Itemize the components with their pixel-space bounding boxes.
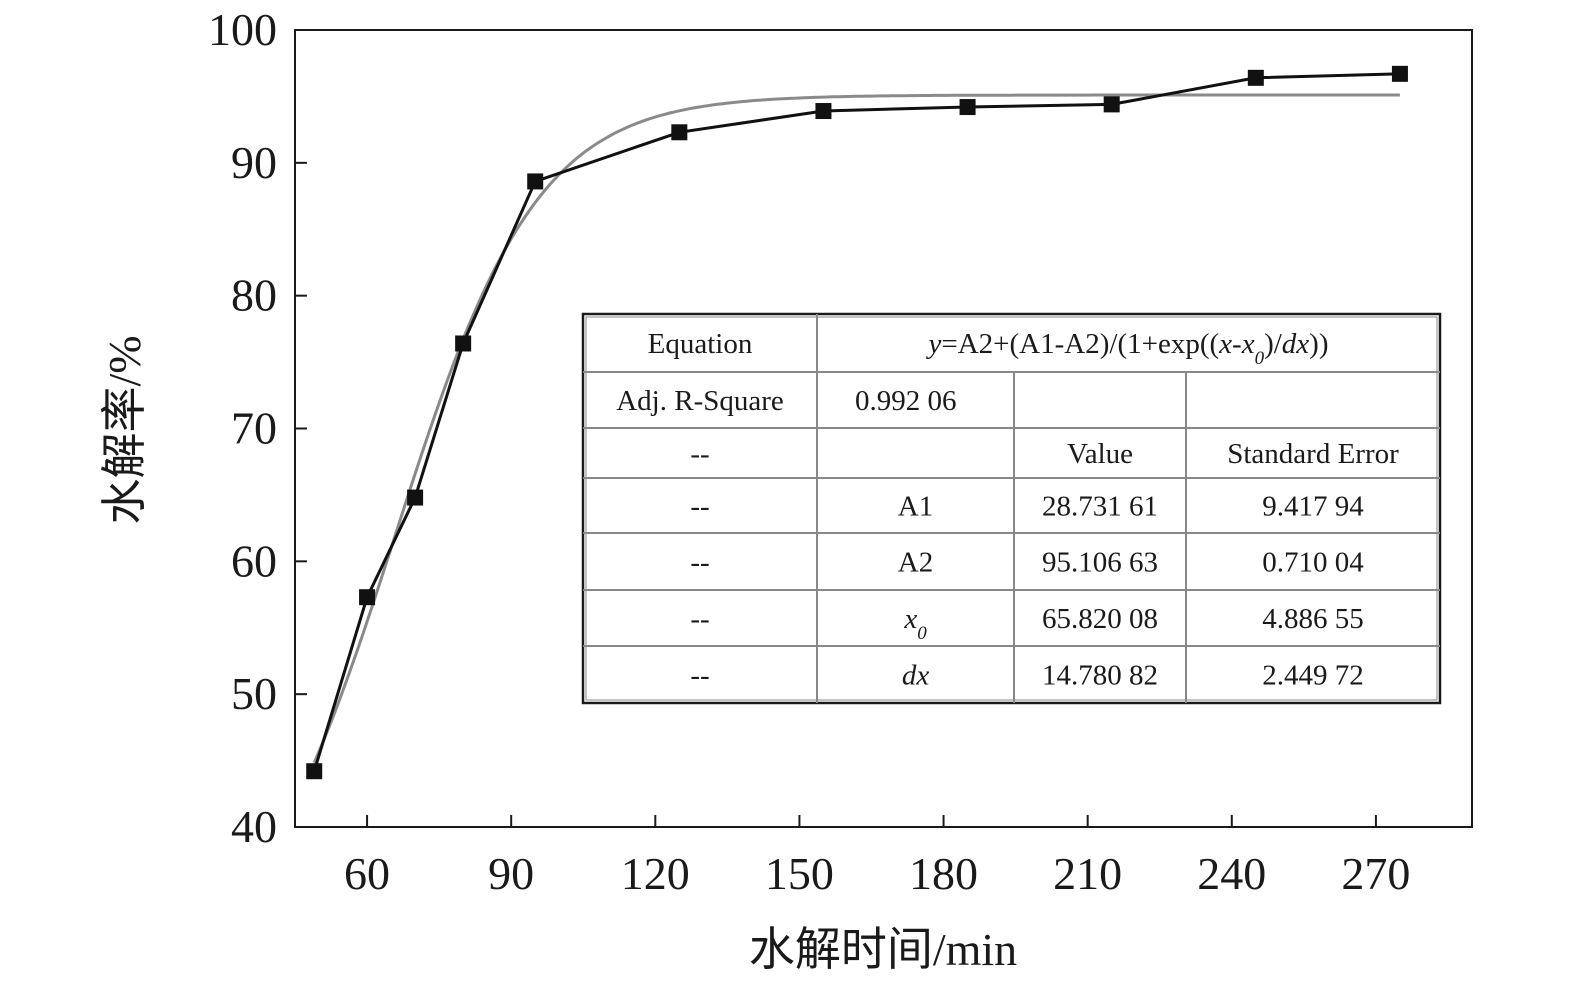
data-point-95 <box>527 173 544 190</box>
x-axis-title: 水解时间/min <box>749 924 1017 975</box>
y-tick-label-100: 100 <box>208 4 277 55</box>
data-point-80 <box>455 335 472 352</box>
fit-table-inner-border <box>585 316 1438 701</box>
x-tick-label-120: 120 <box>621 848 690 899</box>
param-row-1-stderr: 0.710 04 <box>1262 547 1364 579</box>
adj-r-square-label: Adj. R-Square <box>616 385 784 417</box>
data-point-60 <box>359 589 376 606</box>
equation-text: y=A2+(A1-A2)/(1+exp((x-x0)/dx)) <box>926 328 1329 369</box>
x-tick-label-270: 270 <box>1341 848 1410 899</box>
x-tick-label-210: 210 <box>1053 848 1122 899</box>
x-tick-label-60: 60 <box>344 848 390 899</box>
param-row-0-name: A1 <box>898 491 933 523</box>
param-row-2-stderr: 4.886 55 <box>1262 603 1364 635</box>
y-tick-label-50: 50 <box>231 668 277 719</box>
param-row-0-stderr: 9.417 94 <box>1262 491 1364 523</box>
param-row-2-value: 65.820 08 <box>1042 603 1158 635</box>
param-row-3-value: 14.780 82 <box>1042 660 1158 692</box>
param-row-1-value: 95.106 63 <box>1042 547 1158 579</box>
param-row-3-col0: -- <box>690 660 709 692</box>
param-row-0-value: 28.731 61 <box>1042 491 1158 523</box>
equation-label: Equation <box>648 328 753 360</box>
y-axis-title: 水解率/% <box>99 335 150 524</box>
data-point-275 <box>1391 65 1408 82</box>
y-tick-label-70: 70 <box>231 403 277 454</box>
x-axis: 60 90 120 150 180 210 240 270 <box>344 815 1410 899</box>
header-stderr: Standard Error <box>1227 438 1399 470</box>
y-tick-label-90: 90 <box>231 137 277 188</box>
series-group <box>306 65 1408 780</box>
adj-r-square-value: 0.992 06 <box>855 385 957 417</box>
data-point-70 <box>407 489 424 506</box>
x-tick-label-180: 180 <box>909 848 978 899</box>
param-row-1-name: A2 <box>898 547 933 579</box>
param-row-1-col0: -- <box>690 547 709 579</box>
y-tick-label-80: 80 <box>231 270 277 321</box>
param-row-3-name: dx <box>902 660 930 692</box>
x-tick-label-150: 150 <box>765 848 834 899</box>
param-row-2-col0: -- <box>690 603 709 635</box>
fit-table: Equation y=A2+(A1-A2)/(1+exp((x-x0)/dx)) A… <box>581 312 1442 705</box>
y-tick-label-40: 40 <box>231 801 277 852</box>
data-point-155 <box>815 103 832 120</box>
x-tick-label-240: 240 <box>1197 848 1266 899</box>
y-axis: 40 50 60 70 80 90 100 <box>208 4 307 852</box>
param-row-0-col0: -- <box>690 491 709 523</box>
y-tick-label-60: 60 <box>231 535 277 586</box>
x-tick-label-90: 90 <box>488 848 534 899</box>
param-row-2-name: x0 <box>903 603 927 644</box>
data-point-215 <box>1103 96 1120 113</box>
header-value: Value <box>1067 438 1133 470</box>
fit-table-border <box>581 312 1442 705</box>
data-point-49 <box>306 763 323 780</box>
data-point-125 <box>671 124 688 141</box>
header-col0: -- <box>690 438 709 470</box>
data-point-185 <box>959 99 976 116</box>
param-row-3-stderr: 2.449 72 <box>1262 660 1364 692</box>
data-point-245 <box>1247 69 1264 86</box>
